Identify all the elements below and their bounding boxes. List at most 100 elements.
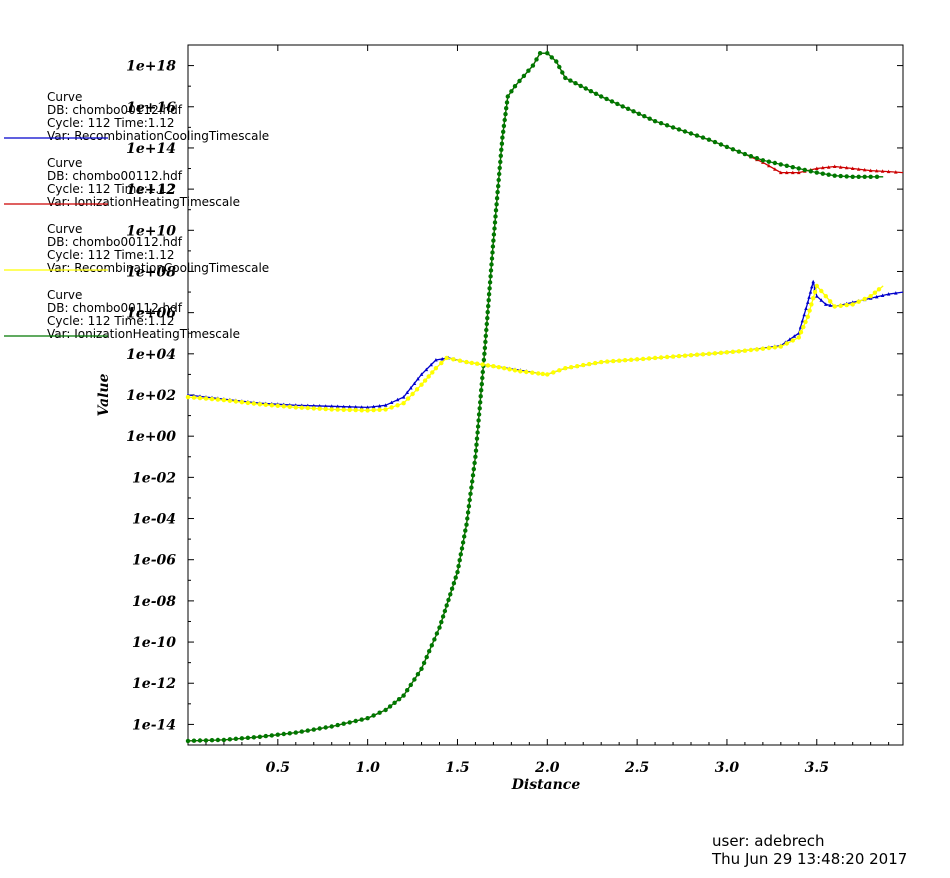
data-point xyxy=(305,728,310,733)
data-point xyxy=(826,165,831,169)
data-point xyxy=(353,718,358,724)
data-point xyxy=(329,724,334,729)
legend-series-name: Var: IonizationHeatingTimescale xyxy=(47,327,240,341)
data-point xyxy=(730,147,736,152)
data-point xyxy=(593,91,599,97)
data-point xyxy=(785,170,789,175)
data-point xyxy=(233,736,239,741)
data-point xyxy=(664,123,670,128)
data-point xyxy=(191,738,197,743)
data-point xyxy=(449,586,455,591)
data-point xyxy=(501,123,507,129)
data-point xyxy=(442,608,448,614)
data-point xyxy=(790,165,795,170)
data-point xyxy=(599,359,604,365)
data-point xyxy=(670,125,676,130)
data-point xyxy=(844,302,849,308)
data-point xyxy=(658,355,664,360)
y-tick-label: 1e-08 xyxy=(132,594,176,610)
data-point xyxy=(484,321,489,327)
data-point xyxy=(440,357,444,361)
data-point xyxy=(396,697,402,702)
data-point xyxy=(807,308,812,313)
data-point xyxy=(463,528,468,533)
data-point xyxy=(772,160,778,166)
data-point xyxy=(792,334,797,338)
data-point xyxy=(640,356,646,362)
data-point xyxy=(748,154,754,159)
data-point xyxy=(446,597,451,603)
series-3 xyxy=(185,283,884,413)
data-point xyxy=(464,522,469,527)
data-point xyxy=(281,731,286,737)
data-point xyxy=(766,159,772,164)
y-axis: 1e+18 1e+16 1e+14 1e+12 1e+10 1e+08 1e+06 1e+04… xyxy=(126,44,903,746)
data-point xyxy=(365,716,370,721)
data-point xyxy=(317,406,322,411)
legend-label-line: DB: chombo00112.hdf xyxy=(47,103,183,117)
data-point xyxy=(299,729,304,734)
y-tick-label: 1e+18 xyxy=(126,59,176,75)
data-point xyxy=(444,355,449,361)
data-point xyxy=(647,116,652,121)
data-point xyxy=(754,156,760,161)
data-point xyxy=(484,327,489,333)
data-point xyxy=(617,358,622,363)
data-point xyxy=(323,406,328,412)
data-point xyxy=(894,170,898,174)
data-point xyxy=(832,304,837,309)
data-point xyxy=(682,353,688,358)
data-point xyxy=(504,106,509,111)
data-point xyxy=(424,654,429,660)
data-point xyxy=(491,232,497,237)
data-point xyxy=(323,404,328,408)
series-4 xyxy=(185,51,884,744)
y-tick-label: 1e+16 xyxy=(126,100,176,116)
data-point xyxy=(886,292,891,296)
data-point xyxy=(625,106,631,112)
x-tick-label: 2.5 xyxy=(624,760,649,776)
data-point xyxy=(796,335,801,340)
data-point xyxy=(465,516,470,521)
data-point xyxy=(492,226,497,231)
legend-series-name: Var: IonizationHeatingTimescale xyxy=(47,195,240,209)
plot-area xyxy=(187,44,904,746)
data-point xyxy=(805,314,810,319)
data-point xyxy=(341,404,346,409)
data-point xyxy=(451,581,457,586)
data-point xyxy=(359,408,364,413)
data-point xyxy=(472,460,477,466)
data-point xyxy=(549,55,554,60)
data-point xyxy=(483,339,488,345)
data-point xyxy=(477,406,482,411)
data-point xyxy=(599,94,604,99)
y-tick-label: 1e+06 xyxy=(126,306,176,322)
y-tick-label: 1e-06 xyxy=(132,553,176,569)
data-point xyxy=(779,170,783,175)
data-point xyxy=(583,86,588,91)
data-point xyxy=(482,351,487,356)
data-point xyxy=(486,292,492,297)
data-point xyxy=(530,63,536,68)
data-point xyxy=(676,353,682,359)
data-point xyxy=(476,418,481,423)
data-point xyxy=(281,404,286,409)
y-axis-title: Value xyxy=(96,373,112,416)
data-point xyxy=(491,364,496,369)
legend-label-line: Curve xyxy=(47,156,82,170)
legend-label-line: Curve xyxy=(47,90,82,104)
data-point xyxy=(487,280,493,285)
data-point xyxy=(203,396,209,401)
data-point xyxy=(473,448,479,453)
data-point xyxy=(507,367,512,372)
data-point xyxy=(802,312,806,317)
data-point xyxy=(718,142,724,147)
data-point xyxy=(197,395,203,401)
data-point xyxy=(808,169,813,174)
data-point xyxy=(410,391,415,397)
data-point xyxy=(383,407,388,412)
data-point xyxy=(575,364,580,369)
data-point xyxy=(568,78,573,83)
